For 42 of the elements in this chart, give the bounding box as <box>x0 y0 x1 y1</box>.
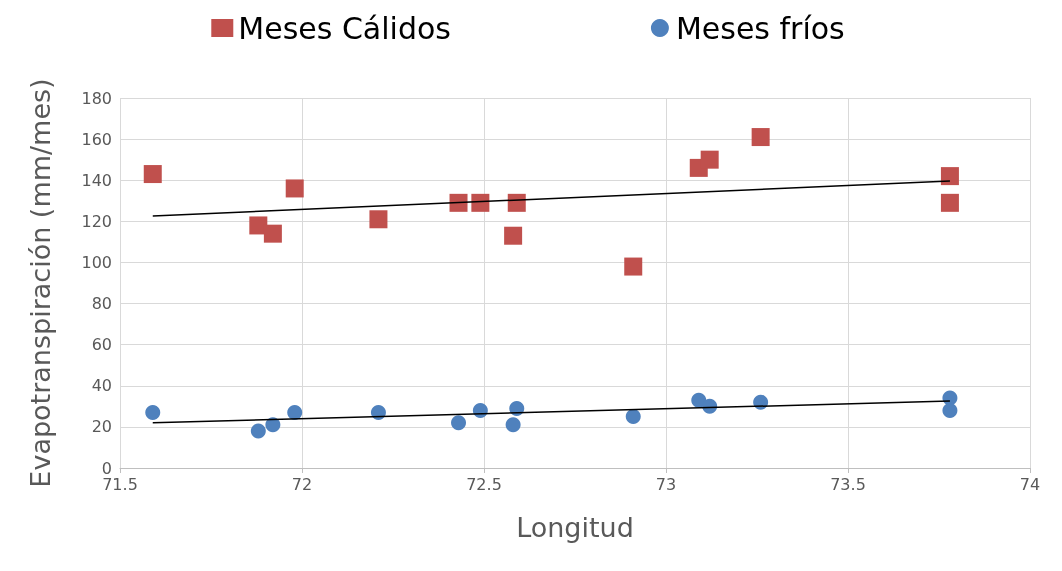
point <box>751 128 770 147</box>
point <box>624 257 643 276</box>
x-tick-label: 74 <box>1019 474 1041 494</box>
legend-label: Meses Cálidos <box>238 10 451 46</box>
point <box>250 423 266 439</box>
point <box>700 150 719 169</box>
point <box>504 226 523 245</box>
y-tick-label: 180 <box>81 88 112 108</box>
y-tick-label: 40 <box>91 376 112 396</box>
y-tick-label: 80 <box>91 294 112 314</box>
point <box>505 417 521 433</box>
point <box>249 216 268 235</box>
y-tick-label: 160 <box>81 129 112 149</box>
point <box>451 415 467 431</box>
y-axis-title: Evapotranspiración (mm/mes) <box>25 78 56 488</box>
x-tick-label: 72.5 <box>466 474 502 494</box>
point <box>940 167 959 186</box>
y-tick-label: 120 <box>81 211 112 231</box>
legend-label: Meses fríos <box>675 10 845 46</box>
point <box>145 405 161 420</box>
point <box>370 405 386 420</box>
y-tick-label: 100 <box>81 252 112 272</box>
point <box>507 193 526 212</box>
point <box>263 224 282 243</box>
point <box>143 165 162 184</box>
y-tick-label: 20 <box>91 417 112 437</box>
point <box>940 193 959 212</box>
x-tick-label: 73.5 <box>830 474 866 494</box>
point <box>449 193 468 212</box>
x-axis-title: Longitud <box>516 512 634 543</box>
x-tick-label: 72 <box>291 474 313 494</box>
point <box>369 210 388 229</box>
x-tick-label: 73 <box>655 474 677 494</box>
y-tick-label: 60 <box>91 335 112 355</box>
point <box>265 417 281 433</box>
y-tick-label: 140 <box>81 170 112 190</box>
point <box>285 179 304 198</box>
point <box>471 193 490 212</box>
point <box>942 402 958 418</box>
point <box>625 409 641 425</box>
point <box>702 398 718 414</box>
point <box>287 405 303 420</box>
